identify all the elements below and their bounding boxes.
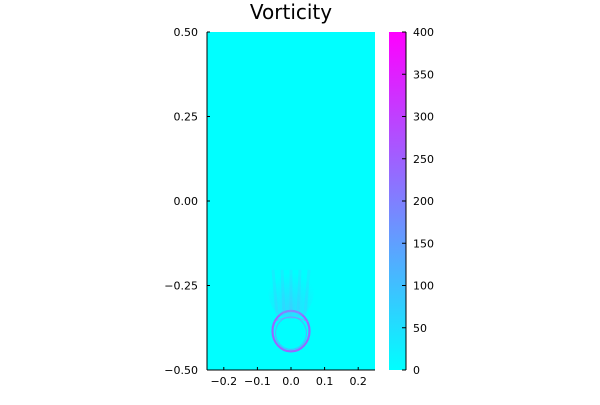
colorbar-gradient xyxy=(389,32,406,370)
colorbar-tick-label: 0 xyxy=(413,364,420,377)
wake-streak xyxy=(303,269,311,316)
wake-streak xyxy=(280,269,286,316)
x-tick-label: 0.1 xyxy=(316,375,334,388)
colorbar-tick-label: 200 xyxy=(413,195,434,208)
wake-streak xyxy=(296,269,302,316)
colorbar-tick-label: 250 xyxy=(413,153,434,166)
x-tick-label: 0.0 xyxy=(282,375,300,388)
y-tick-label: 0.25 xyxy=(174,111,199,124)
colorbar-tick-label: 300 xyxy=(413,111,434,124)
axes: −0.2 −0.1 0.0 0.1 0.2 −0.50 −0.25 0.00 0.25 0.50 xyxy=(164,26,375,388)
x-tick-label: −0.1 xyxy=(244,375,271,388)
colorbar-tick-label: 100 xyxy=(413,280,434,293)
y-tick-label: 0.00 xyxy=(174,195,199,208)
colorbar-tick-label: 150 xyxy=(413,237,434,250)
plot-area xyxy=(207,32,375,370)
x-tick-label: −0.2 xyxy=(210,375,237,388)
y-tick-label: −0.25 xyxy=(164,280,198,293)
y-tick-label: −0.50 xyxy=(164,364,198,377)
colorbar-tick-label: 350 xyxy=(413,68,434,81)
x-tick-label: 0.2 xyxy=(349,375,367,388)
chart-title: Vorticity xyxy=(250,0,332,24)
y-tick-label: 0.50 xyxy=(174,26,199,39)
wake-plume xyxy=(268,261,314,320)
wake-streak xyxy=(271,269,279,316)
colorbar-tick-label: 50 xyxy=(413,322,427,335)
colorbar-tick-label: 400 xyxy=(413,26,434,39)
colorbar: 0 50 100 150 200 250 300 350 400 xyxy=(389,26,434,377)
